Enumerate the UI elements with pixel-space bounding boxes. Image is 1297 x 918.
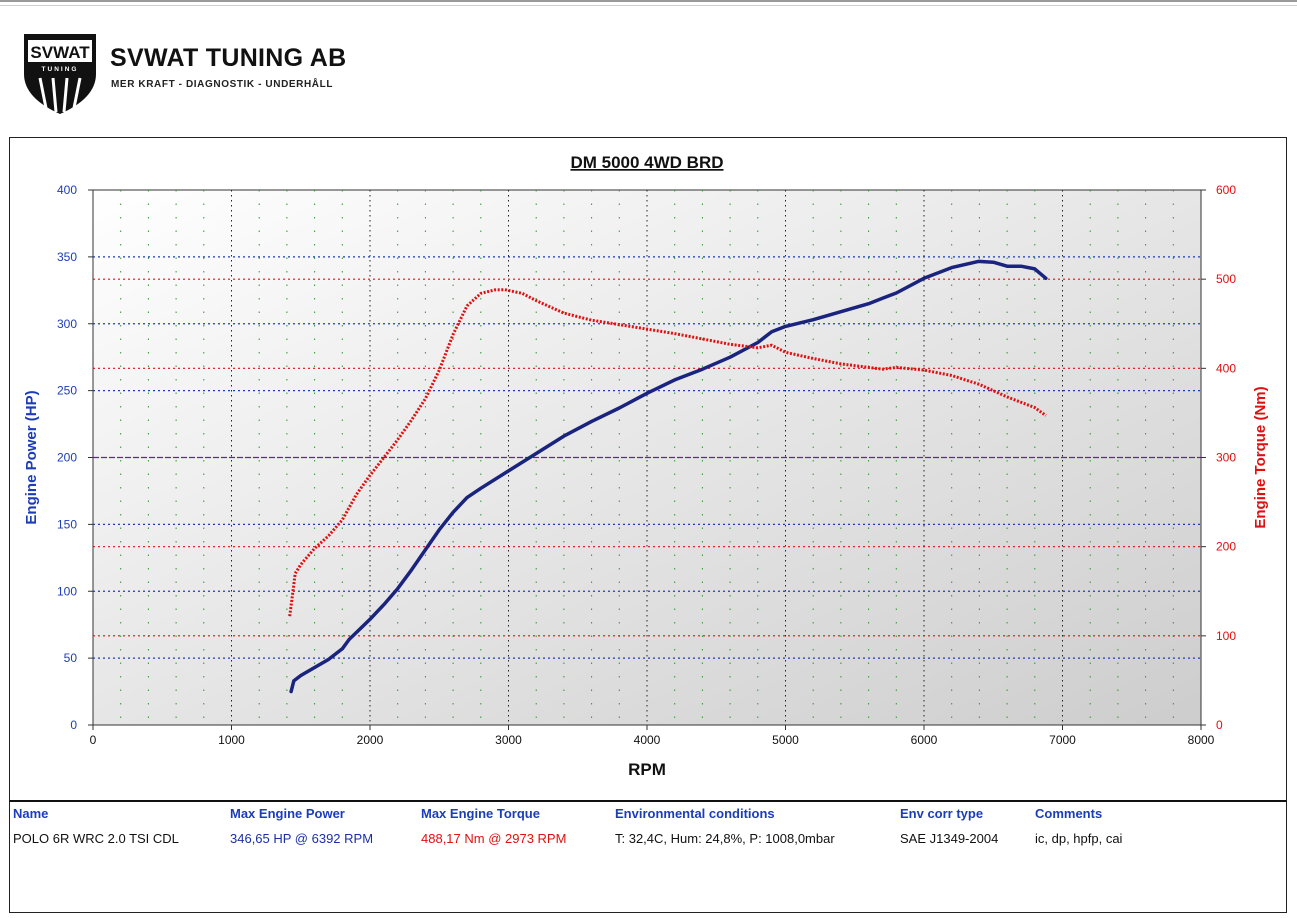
y-right-tick-label: 100 [1216, 629, 1236, 643]
header-comments: Comments [1035, 806, 1103, 821]
y-left-tick-label: 300 [57, 317, 77, 331]
cell-name: POLO 6R WRC 2.0 TSI CDL [13, 831, 179, 846]
y-left-tick-label: 0 [70, 718, 77, 732]
y-left-tick-label: 200 [57, 451, 77, 465]
cell-comments: ic, dp, hpfp, cai [1035, 831, 1123, 846]
x-tick-label: 4000 [634, 733, 661, 747]
y-left-tick-label: 100 [57, 584, 77, 598]
cell-max-torque: 488,17 Nm @ 2973 RPM [421, 831, 567, 846]
x-axis-label: RPM [628, 760, 666, 779]
top-rule [0, 0, 1297, 6]
axes: 0 1000 2000 3000 4000 5000 6000 7000 80000501001… [57, 183, 1236, 747]
series-layer [288, 259, 1048, 694]
y-axis-left-label: Engine Power (HP) [23, 390, 40, 524]
brand-header: SVWAT TUNING SVWAT TUNING AB MER KRAFT -… [20, 30, 380, 120]
x-tick-label: 3000 [495, 733, 522, 747]
header-max-power: Max Engine Power [230, 806, 345, 821]
x-tick-label: 5000 [772, 733, 799, 747]
y-right-tick-label: 0 [1216, 718, 1223, 732]
y-right-tick-label: 600 [1216, 183, 1236, 197]
results-table: Name Max Engine Power Max Engine Torque … [9, 800, 1287, 913]
x-tick-label: 2000 [357, 733, 384, 747]
logo-subtext: TUNING [42, 66, 79, 73]
torque-curve [288, 288, 1047, 617]
y-right-tick-label: 200 [1216, 540, 1236, 554]
header-env-corr-type: Env corr type [900, 806, 984, 821]
dyno-chart: 0 1000 2000 3000 4000 5000 6000 7000 80000501001… [23, 153, 1269, 779]
chart-title: DM 5000 4WD BRD [570, 153, 723, 172]
cell-env-conditions: T: 32,4C, Hum: 24,8%, P: 1008,0mbar [615, 831, 835, 846]
chart-frame: 0 1000 2000 3000 4000 5000 6000 7000 8000 0 50 100 1… [9, 137, 1287, 801]
y-right-tick-label: 500 [1216, 272, 1236, 286]
y-axis-right-label: Engine Torque (Nm) [1252, 386, 1269, 528]
header-name: Name [13, 806, 49, 821]
logo-text: SVWAT [30, 43, 90, 62]
header-max-torque: Max Engine Torque [421, 806, 540, 821]
x-tick-label: 8000 [1188, 733, 1215, 747]
shield-logo: SVWAT TUNING [24, 34, 96, 114]
y-right-tick-label: 400 [1216, 361, 1236, 375]
grid [93, 190, 1201, 725]
y-left-tick-label: 50 [64, 651, 78, 665]
y-left-tick-label: 350 [57, 250, 77, 264]
cell-env-corr-type: SAE J1349-2004 [900, 831, 999, 846]
header-env-conditions: Environmental conditions [615, 806, 775, 821]
cell-max-power: 346,65 HP @ 6392 RPM [230, 831, 374, 846]
brand-tagline: MER KRAFT - DIAGNOSTIK - UNDERHÅLL [111, 79, 334, 90]
y-right-tick-label: 300 [1216, 451, 1236, 465]
y-left-tick-label: 400 [57, 183, 77, 197]
y-left-tick-label: 150 [57, 517, 77, 531]
x-tick-label: 7000 [1049, 733, 1076, 747]
x-tick-label: 1000 [218, 733, 245, 747]
brand-name: SVWAT TUNING AB [110, 44, 347, 72]
power-curve [289, 259, 1048, 694]
x-tick-label: 6000 [911, 733, 938, 747]
y-left-tick-label: 250 [57, 384, 77, 398]
x-tick-label: 0 [90, 733, 97, 747]
